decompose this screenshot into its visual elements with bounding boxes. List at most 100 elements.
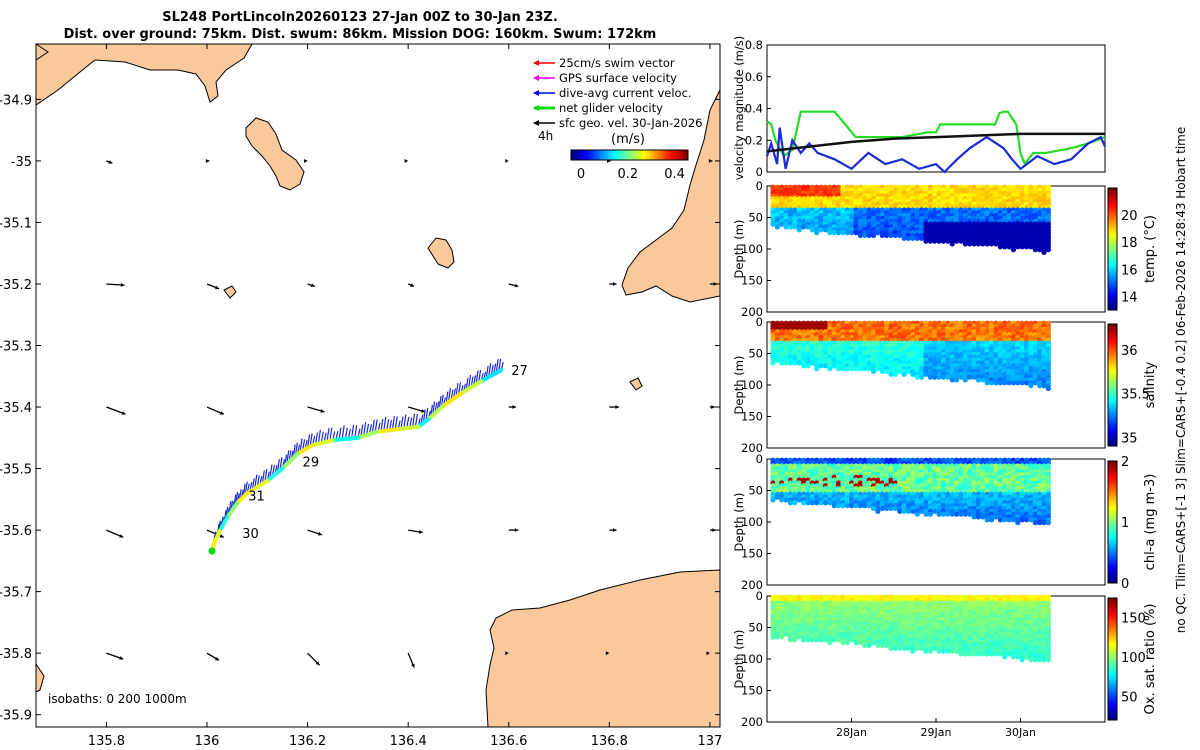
section-colorbar-cell <box>1108 273 1117 277</box>
section-colorbar-cell <box>1108 280 1117 284</box>
island-3 <box>223 285 237 299</box>
section-data-point <box>787 224 794 230</box>
section-data-point <box>936 238 942 244</box>
day-label: 27 <box>511 364 528 379</box>
map-y-tick-label: -35.7 <box>0 586 32 601</box>
section-colorbar-cell <box>1108 297 1117 301</box>
colorbar-cell <box>611 150 615 160</box>
geo-vector-head <box>410 283 415 287</box>
section-data-point <box>818 363 824 369</box>
geo-vector-head <box>711 405 715 409</box>
section-data-point <box>866 642 872 649</box>
glider-track-segment <box>217 515 230 534</box>
legend-arrowhead <box>533 90 539 96</box>
section-data-point <box>822 227 829 233</box>
colorbar-cell <box>682 150 685 160</box>
section-data-point <box>809 360 815 366</box>
section-colorbar-label: temp. (°C) <box>1143 215 1158 283</box>
section-data-point <box>835 230 842 236</box>
legend-arrowhead <box>533 105 539 111</box>
isobaths-label: isobaths: 0 200 1000m <box>48 692 187 706</box>
geo-vector <box>508 528 519 533</box>
section-colorbar-cell <box>1108 231 1117 235</box>
section-data-point <box>827 366 833 372</box>
dive-current-vector <box>341 425 345 440</box>
section-colorbar-cell <box>1108 224 1117 228</box>
colorbar-cell <box>635 150 638 160</box>
section-data-point <box>840 366 846 372</box>
section-colorbar-cell <box>1108 234 1117 238</box>
section-y-tick-label: 0 <box>756 315 763 329</box>
day-label: 29 <box>303 456 320 471</box>
velocity-y-tick-label: 0.4 <box>745 102 763 116</box>
map-y-tick-label: -35.5 <box>0 463 32 478</box>
geo-vector-head <box>318 531 322 536</box>
section-colorbar-cell <box>1108 197 1117 201</box>
section-data-point <box>1045 247 1051 253</box>
section-data-point <box>849 230 855 236</box>
section-data-point <box>796 227 802 233</box>
section-colorbar-cell <box>1108 244 1117 248</box>
section-data-point <box>971 374 977 380</box>
geo-vector-head <box>304 158 308 163</box>
geo-vector-head <box>615 405 619 409</box>
geo-vector <box>106 529 124 538</box>
section-data-point <box>914 374 920 380</box>
geo-vector <box>407 406 426 413</box>
section-data-point <box>814 230 820 236</box>
section-colorbar-cell <box>1108 292 1117 296</box>
geo-vector-head <box>706 651 710 656</box>
section-ylabel: Depth (m) <box>732 356 746 415</box>
legend-label: GPS surface velocity <box>559 71 677 85</box>
colorbar-cell <box>674 150 677 160</box>
colorbar-cell <box>576 150 580 160</box>
glider-track-segment <box>355 429 380 440</box>
section-colorbar-cell <box>1108 241 1117 245</box>
colorbar-cell <box>580 150 584 160</box>
geo-vector <box>609 405 619 409</box>
section-panel-3 <box>766 457 1118 586</box>
section-data-point <box>853 366 859 372</box>
geo-vector <box>508 283 519 288</box>
colorbar-cell <box>639 150 642 160</box>
colorbar-cell <box>623 150 627 160</box>
colorbar-tick-label: 0.4 <box>664 167 685 182</box>
map-frame <box>35 43 721 728</box>
section-colorbar-cell <box>1108 251 1117 255</box>
colorbar-cell <box>658 150 662 160</box>
geo-vector <box>206 652 220 661</box>
geo-vector-head <box>512 405 516 409</box>
section-data-point <box>910 648 916 654</box>
section-colorbar-tick-label: 36 <box>1121 344 1138 359</box>
section-colorbar-cell <box>1108 302 1117 306</box>
colorbar-tick-label: 0.2 <box>617 167 638 182</box>
section-colorbar-cell <box>1108 188 1117 191</box>
section-data-point <box>879 232 885 239</box>
section-data-point <box>875 366 881 372</box>
section-data-point <box>827 230 833 236</box>
section-data-point <box>953 377 960 383</box>
section-data-point <box>901 371 907 377</box>
section-data-point <box>1015 520 1021 526</box>
section-data-point <box>897 232 903 239</box>
section-data-point <box>958 374 964 380</box>
geo-vector <box>706 651 710 656</box>
colorbar-cell <box>572 150 576 160</box>
section-data-point <box>927 648 933 654</box>
legend-label: net glider velocity <box>559 101 663 115</box>
colorbar-cell <box>610 150 613 160</box>
map-y-tick-label: -35.1 <box>0 216 32 231</box>
section-colorbar-cell <box>1108 200 1117 204</box>
section-colorbar-cell <box>1108 261 1117 265</box>
section-data-point <box>884 368 890 375</box>
map-y-tick-label: -35.3 <box>0 340 32 355</box>
section-data-point <box>897 368 903 375</box>
geo-vector-head <box>418 530 423 534</box>
section-data-point <box>940 238 947 244</box>
colorbar-cell <box>625 150 629 160</box>
colorbar-cell <box>617 150 621 160</box>
section-data-point <box>770 360 776 366</box>
figure-title: SL248 PortLincoln20260123 27-Jan 00Z to … <box>162 10 558 25</box>
section-colorbar-tick-label: 35 <box>1121 431 1138 446</box>
section-data-point <box>993 380 999 386</box>
